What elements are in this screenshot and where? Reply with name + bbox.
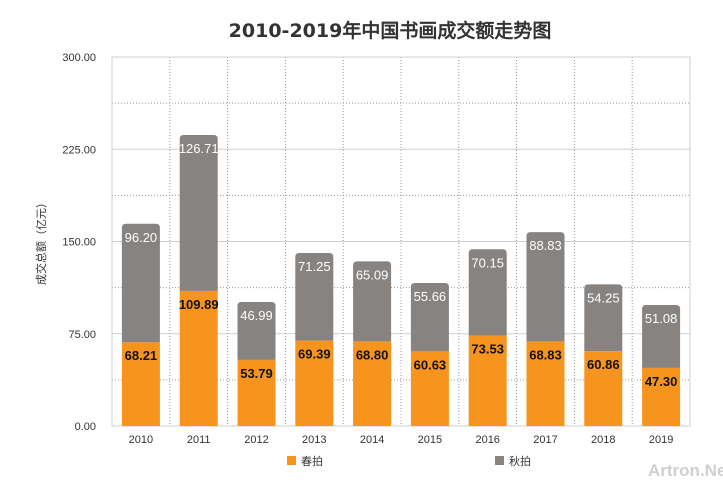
x-tick-label: 2018 xyxy=(591,434,615,446)
bar-autumn xyxy=(526,232,565,342)
data-label-autumn: 46.99 xyxy=(240,308,273,323)
x-tick-label: 2016 xyxy=(475,434,499,446)
data-label-autumn: 51.08 xyxy=(645,311,678,326)
bar-autumn xyxy=(642,304,681,368)
bar-spring xyxy=(526,341,565,426)
y-tick-label: 300.00 xyxy=(62,52,96,64)
bar-autumn xyxy=(468,249,507,336)
data-label-spring: 60.86 xyxy=(587,357,620,372)
data-label-spring: 69.39 xyxy=(298,347,331,362)
data-label-spring: 73.53 xyxy=(471,342,504,357)
legend-swatch xyxy=(287,456,296,465)
bar-spring xyxy=(642,367,681,426)
data-label-spring: 68.83 xyxy=(529,347,562,362)
x-tick-label: 2010 xyxy=(129,434,153,446)
bar-spring xyxy=(468,335,507,426)
x-tick-label: 2019 xyxy=(649,434,673,446)
bar-spring xyxy=(121,342,160,426)
data-label-autumn: 88.83 xyxy=(529,238,562,253)
bar-autumn xyxy=(237,302,276,360)
bar-spring xyxy=(237,359,276,426)
artron-logo: Artron.Net xyxy=(648,461,723,480)
data-label-autumn: 65.09 xyxy=(356,267,389,282)
bar-autumn xyxy=(179,134,218,291)
x-tick-label: 2017 xyxy=(533,434,557,446)
y-tick-label: 75.00 xyxy=(68,329,96,341)
x-tick-label: 2013 xyxy=(302,434,326,446)
data-label-autumn: 126.71 xyxy=(179,141,219,156)
data-label-spring: 109.89 xyxy=(179,297,219,312)
x-tick-label: 2015 xyxy=(418,434,442,446)
legend-label: 春拍 xyxy=(301,454,323,468)
chart-title: 2010-2019年中国书画成交额走势图 xyxy=(229,19,552,42)
bar-spring xyxy=(179,290,218,426)
data-label-autumn: 96.20 xyxy=(125,230,158,245)
data-label-autumn: 71.25 xyxy=(298,259,331,274)
x-tick-label: 2014 xyxy=(360,434,384,446)
bar-autumn xyxy=(353,261,392,342)
data-label-spring: 60.63 xyxy=(414,357,447,372)
data-label-spring: 68.21 xyxy=(125,348,158,363)
legend: 春拍 秋拍 xyxy=(287,454,531,468)
data-label-autumn: 70.15 xyxy=(471,255,504,270)
legend-swatch xyxy=(495,456,504,465)
bar-spring xyxy=(584,351,623,426)
bar-autumn xyxy=(295,253,334,341)
data-label-autumn: 55.66 xyxy=(414,289,447,304)
bar-spring xyxy=(353,341,392,426)
data-label-spring: 47.30 xyxy=(645,374,678,389)
data-label-spring: 53.79 xyxy=(240,366,273,381)
bar-autumn xyxy=(121,223,160,343)
data-label-spring: 68.80 xyxy=(356,347,389,362)
bar-autumn xyxy=(410,282,449,352)
axes: 0.00 75.00 150.00 225.00 300.00 2010 2011 2012 2… xyxy=(62,52,673,446)
data-labels: 68.21 96.20 109.89 126.71 53.79 46.99 69.39 71.… xyxy=(125,141,678,389)
bar-spring xyxy=(295,340,334,426)
x-tick-label: 2011 xyxy=(187,434,211,446)
watermark-text: Artron.Net xyxy=(648,461,723,480)
y-tick-label: 0.00 xyxy=(75,421,96,433)
x-tick-label: 2012 xyxy=(244,434,268,446)
plot-frame xyxy=(111,56,691,427)
bar-spring xyxy=(410,351,449,426)
y-tick-label: 150.00 xyxy=(62,237,96,249)
legend-label: 秋拍 xyxy=(509,454,531,468)
bar-autumn xyxy=(584,284,623,352)
data-label-autumn: 54.25 xyxy=(587,290,620,305)
y-axis-label: 成交总额（亿元） xyxy=(34,197,48,285)
bars xyxy=(121,134,681,426)
y-tick-label: 225.00 xyxy=(62,144,96,156)
